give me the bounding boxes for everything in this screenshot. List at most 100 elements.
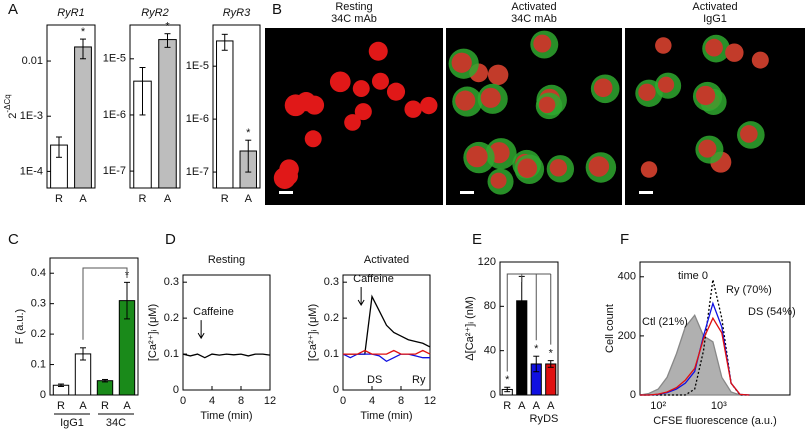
y-axis-label: 2-ΔCq — [3, 94, 19, 118]
chart-title: Activated — [364, 254, 409, 266]
x-axis-label: CFSE fluorescence (a.u.) — [653, 415, 777, 427]
scale-bar — [639, 191, 653, 194]
y-tick-label: 0 — [40, 389, 46, 401]
x-tick-label: 12 — [424, 395, 436, 407]
x-tick-label: R — [101, 400, 109, 412]
significance: * — [165, 21, 170, 33]
y-tick-label: 0.2 — [31, 328, 46, 340]
y-tick-label: 1E-5 — [103, 53, 126, 65]
sub-label: Ry — [530, 413, 544, 425]
cell — [517, 158, 538, 178]
cell — [593, 78, 613, 98]
y-tick-label: 80 — [484, 300, 496, 312]
cell — [386, 82, 406, 101]
cell — [354, 103, 372, 121]
scale-bar — [279, 191, 293, 194]
cell — [490, 172, 507, 189]
x-tick-label: A — [79, 193, 87, 205]
cell — [487, 64, 509, 86]
arrow — [197, 320, 205, 340]
panel-label: E — [472, 231, 482, 248]
group-label: IgG1 — [60, 417, 84, 429]
image-title: Activated — [692, 1, 737, 13]
x-tick-label: R — [57, 400, 65, 412]
arrow — [357, 287, 365, 306]
x-tick-label: 0 — [180, 395, 186, 407]
series-label: DS — [367, 374, 382, 386]
cell — [480, 87, 501, 108]
cell — [296, 91, 316, 112]
cell — [705, 38, 723, 57]
cell — [698, 139, 717, 158]
y-tick-label: 40 — [484, 345, 496, 357]
x-tick-label: A — [547, 400, 555, 412]
y-label-exp: -ΔCq — [3, 94, 12, 112]
cell — [549, 159, 568, 177]
y-tick-label: 0.2 — [164, 312, 179, 324]
x-tick-label: 12 — [264, 395, 276, 407]
significance: * — [246, 127, 251, 139]
cell — [404, 100, 422, 118]
y-tick-label: 1E-3 — [20, 110, 43, 122]
x-tick-label: A — [123, 400, 131, 412]
x-tick-label: 10³ — [711, 400, 727, 412]
plot-frame — [212, 24, 261, 189]
y-tick-label: 0.1 — [164, 348, 179, 360]
cell — [329, 71, 351, 93]
significance: * — [549, 348, 554, 360]
y-tick-label: 0.01 — [22, 55, 43, 67]
y-axis-label: Cell count — [604, 304, 616, 353]
y-tick-label: 1E-7 — [103, 165, 126, 177]
x-tick-label: 8 — [398, 395, 404, 407]
y-tick-label: 1E-6 — [186, 113, 209, 125]
y-tick-label: 1E-6 — [103, 109, 126, 121]
y-axis-label: F (a.u.) — [14, 309, 26, 344]
cell — [538, 96, 556, 114]
bar — [96, 380, 114, 396]
line — [182, 353, 271, 359]
y-tick-label: 0.1 — [324, 348, 339, 360]
chart-title: RyR2 — [141, 7, 169, 19]
cell — [451, 52, 472, 73]
series-label: Ctl (21%) — [642, 316, 688, 328]
plot-frame — [182, 274, 271, 391]
series-label: time 0 — [678, 270, 708, 282]
cell — [695, 85, 716, 106]
cell — [368, 41, 388, 61]
significance: * — [505, 374, 510, 386]
y-tick-label: 0.4 — [31, 267, 46, 279]
panel-label: B — [272, 1, 282, 18]
y-tick-label: 0 — [630, 389, 636, 401]
panel-label: C — [8, 231, 19, 248]
cell — [304, 130, 322, 148]
bar — [216, 40, 234, 189]
y-tick-label: 200 — [618, 330, 636, 342]
cell — [455, 90, 476, 111]
cell — [533, 34, 552, 53]
bracket — [82, 267, 128, 340]
y-tick-label: 0.3 — [164, 276, 179, 288]
series-label: DS (54%) — [748, 306, 796, 318]
x-tick-label: 4 — [209, 395, 215, 407]
panel-label: F — [620, 231, 629, 248]
x-axis-label: Time (min) — [200, 410, 252, 422]
line — [343, 349, 431, 355]
cell — [466, 145, 488, 168]
bar — [74, 46, 92, 189]
cell — [371, 72, 389, 90]
x-tick-label: A — [79, 400, 87, 412]
x-tick-label: R — [55, 193, 63, 205]
cell — [352, 80, 370, 98]
plot-frame — [342, 274, 431, 391]
y-tick-label: 1E-4 — [20, 165, 43, 177]
cell — [588, 156, 610, 177]
x-tick-label: A — [533, 400, 541, 412]
x-tick-label: 4 — [369, 395, 375, 407]
y-tick-label: 1E-5 — [186, 60, 209, 72]
x-tick-label: A — [164, 193, 172, 205]
y-tick-label: 0 — [173, 384, 179, 396]
y-tick-label: 1E-7 — [186, 166, 209, 178]
chart-title: Resting — [208, 254, 245, 266]
bar — [158, 39, 177, 189]
cell — [344, 114, 361, 131]
